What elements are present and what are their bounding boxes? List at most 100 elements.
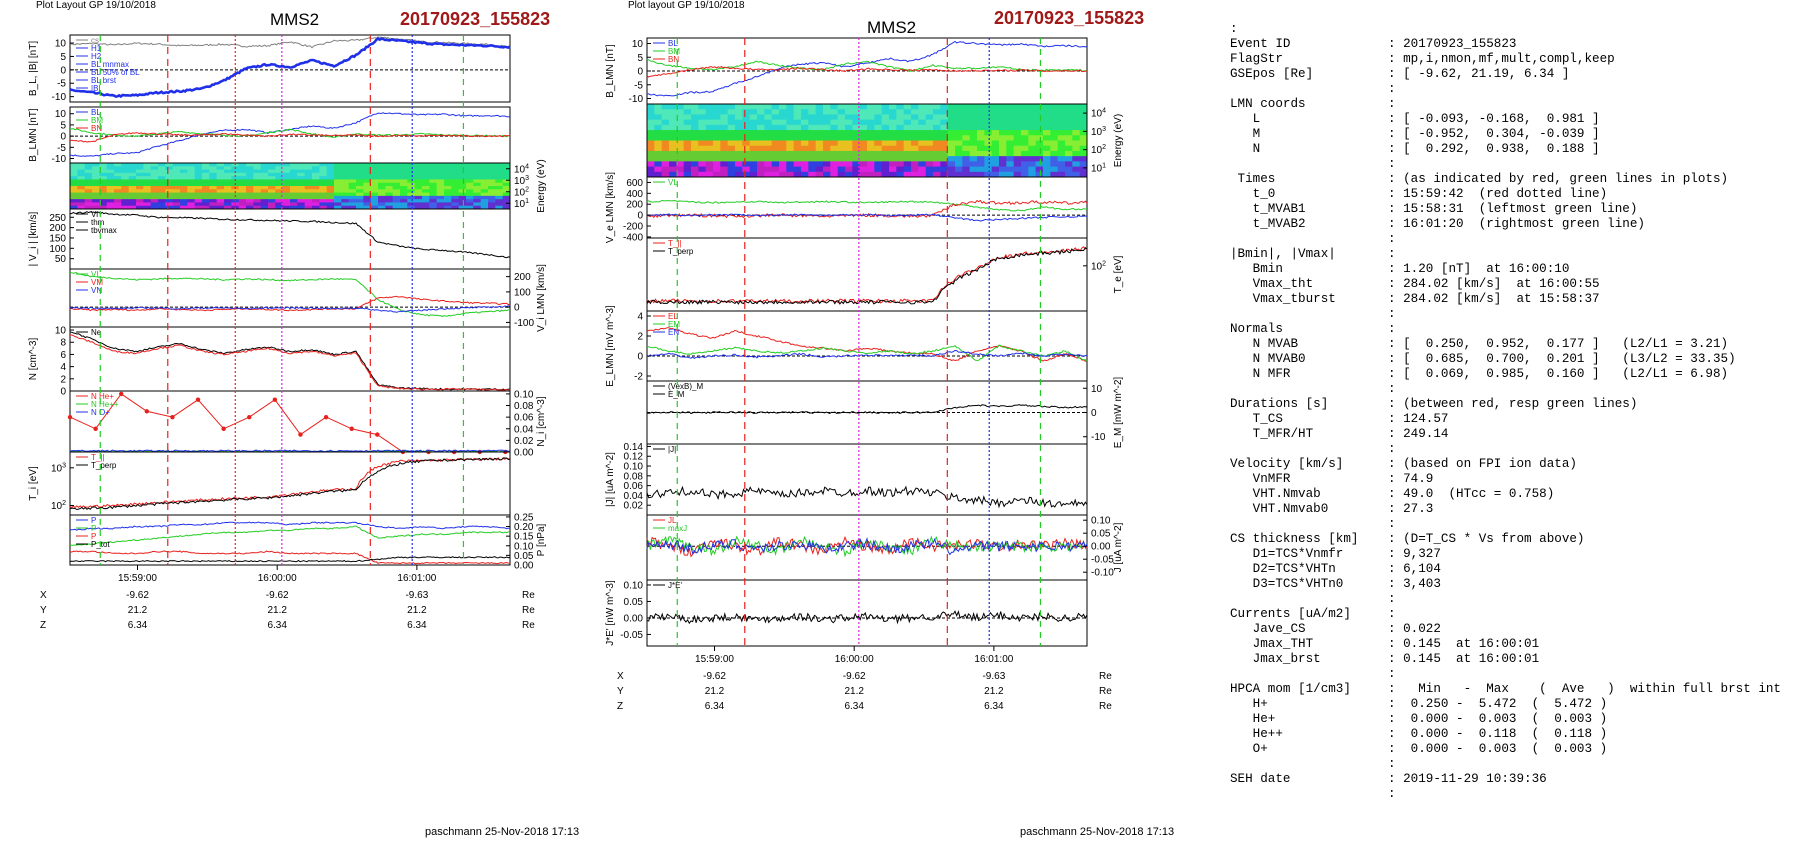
spectrogram-cell	[947, 171, 956, 178]
spectrogram-cell	[764, 124, 773, 131]
spectrogram-cell	[216, 195, 225, 200]
summary-value: :	[1388, 382, 1396, 396]
spectrogram-cell	[363, 179, 372, 184]
y-tick-label: 0.20	[514, 522, 534, 533]
spectrogram-cell	[911, 119, 919, 126]
spectrogram-cell	[735, 150, 743, 157]
spectrogram-cell	[793, 135, 802, 141]
spectrogram-cell	[1065, 114, 1073, 121]
series-t-perp	[646, 246, 1088, 305]
spectrogram-cell	[480, 186, 489, 190]
spectrogram-cell	[260, 205, 269, 210]
spectrogram-cell	[1013, 104, 1022, 110]
spectrogram-cell	[297, 199, 306, 203]
spectrogram-cell	[128, 186, 137, 190]
spectrogram-cell	[1035, 135, 1044, 141]
spectrogram-cell	[691, 130, 699, 136]
spectrogram-cell	[106, 202, 115, 207]
summary-value: : 124.57	[1388, 412, 1449, 426]
spectrogram-cell	[903, 171, 912, 178]
spectrogram-cell	[1043, 114, 1051, 121]
spectrogram-cell	[436, 163, 445, 167]
spectrogram-cell	[187, 189, 196, 194]
spectrogram-cell	[466, 205, 474, 210]
spectrogram-cell	[698, 145, 707, 152]
spectrogram-cell	[749, 130, 758, 136]
spectrogram-cell	[363, 205, 372, 210]
spectrogram-cell	[444, 202, 452, 207]
spectrogram-cell	[933, 156, 941, 162]
spectrogram-cell	[977, 150, 985, 157]
spectrogram-cell	[727, 140, 736, 147]
spectrogram-cell	[705, 130, 714, 136]
y-tick-label: 103	[51, 462, 66, 474]
spectrogram-cell	[136, 166, 144, 171]
spectrogram-cell	[216, 205, 225, 210]
spectrogram-cell	[238, 179, 247, 184]
spectrogram-cell	[830, 114, 839, 121]
spectrogram-cell	[312, 202, 320, 207]
summary-label: He++	[1230, 727, 1283, 741]
spectrogram-cell	[808, 166, 817, 173]
spectrogram-cell	[429, 205, 438, 210]
spectrogram-cell	[1057, 161, 1066, 168]
spectrogram-cell	[422, 179, 430, 184]
spectrogram-cell	[143, 179, 152, 184]
spectrogram-cell	[77, 192, 86, 197]
spectrogram-cell	[77, 189, 86, 194]
spectrogram-cell	[903, 109, 912, 115]
y-tick-label: 6	[60, 350, 66, 361]
spectrogram-cell	[187, 179, 196, 184]
y-tick-label: 400	[626, 189, 643, 200]
spectrogram-cell	[1072, 104, 1081, 110]
spectrogram-cell	[947, 114, 956, 121]
spectrogram-cell	[845, 130, 853, 136]
spectrogram-cell	[727, 114, 736, 121]
spectrogram-cell	[903, 114, 912, 121]
spectrogram-cell	[304, 205, 313, 210]
spectrogram-cell	[808, 145, 817, 152]
spectrogram-cell	[1065, 140, 1073, 147]
spectrogram-cell	[253, 192, 262, 197]
spectrogram-cell	[77, 166, 86, 171]
spectrogram-cell	[874, 161, 883, 168]
spectrogram-cell	[947, 140, 956, 147]
spectrogram-cell	[735, 124, 743, 131]
spectrogram-cell	[925, 130, 934, 136]
spectrogram-cell	[495, 195, 504, 200]
summary-value: :	[1388, 592, 1396, 606]
spectrogram-cell	[99, 205, 108, 210]
spectrogram-cell	[1006, 145, 1015, 152]
spectrogram-cell	[705, 114, 714, 121]
ephemeris-label: Z	[40, 620, 46, 631]
spectrogram-cell	[1079, 109, 1088, 115]
spectrogram-cell	[304, 166, 313, 171]
spectrogram-cell	[749, 119, 758, 126]
spectrogram-cell	[114, 179, 122, 184]
spectrogram-cell	[705, 166, 714, 173]
spectrogram-cell	[1043, 135, 1051, 141]
spectrogram-cell	[852, 114, 861, 121]
spectrogram-cell	[874, 109, 883, 115]
spectrogram-cell	[158, 179, 166, 184]
legend-label: tbvmax	[91, 226, 117, 235]
spectrogram-cell	[1057, 109, 1066, 115]
spectrogram-cell	[991, 130, 1000, 136]
spectrogram-cell	[414, 195, 423, 200]
spectrogram-cell	[947, 156, 956, 162]
spectrogram-cell	[1013, 156, 1022, 162]
spectrogram-cell	[1050, 150, 1059, 157]
spectrogram-cell	[647, 104, 655, 110]
spectrogram-cell	[326, 176, 335, 180]
spectrogram-cell	[136, 169, 144, 174]
spectrogram-cell	[84, 169, 93, 174]
spectrogram-cell	[720, 114, 729, 121]
ephemeris-label: Z	[617, 701, 623, 712]
spectrogram-cell	[172, 163, 181, 167]
spectrogram-cell	[823, 109, 831, 115]
spectrogram-cell	[925, 119, 934, 126]
spectrogram-cell	[165, 186, 174, 190]
spectrogram-cell	[808, 109, 817, 115]
spectrogram-cell	[977, 166, 985, 173]
